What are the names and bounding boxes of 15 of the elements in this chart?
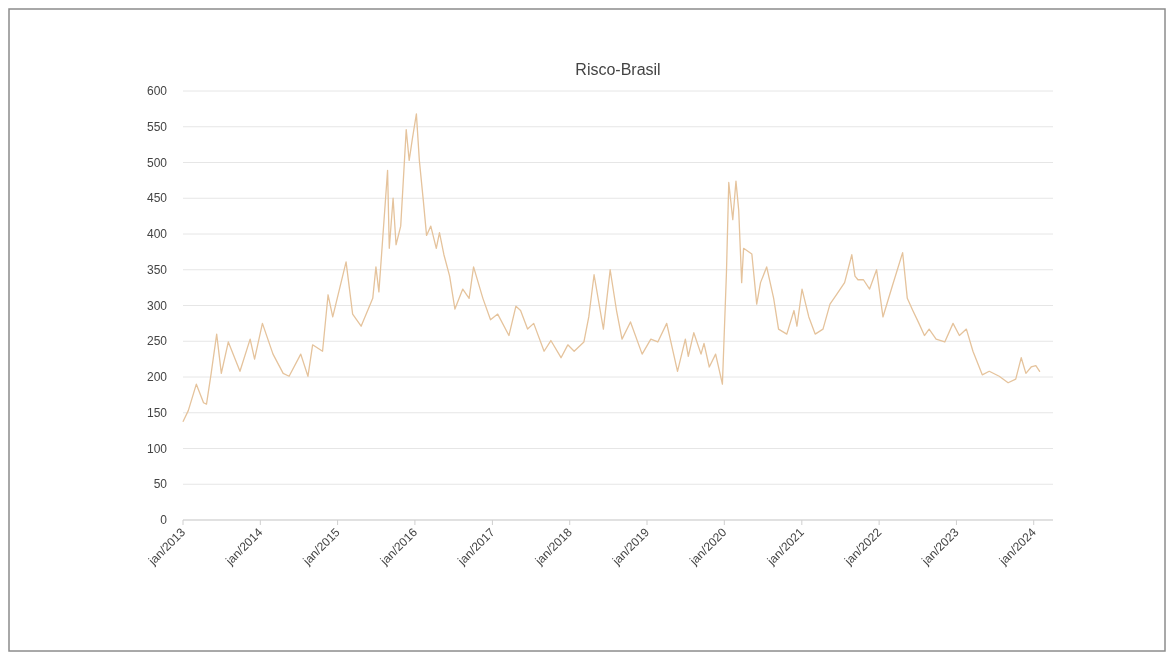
line-series [182,113,1041,422]
chart-title: Risco-Brasil [575,61,661,78]
y-tick-label: 500 [146,155,168,170]
y-tick-label: 100 [146,441,168,456]
y-tick-label: 300 [146,298,168,313]
y-tick-label: 150 [146,405,168,420]
y-tick-label: 450 [146,191,168,206]
y-tick-label: 50 [153,477,168,492]
y-tick-label: 0 [160,513,168,528]
y-tick-label: 600 [146,84,168,99]
y-tick-label: 350 [146,262,168,277]
y-tick-label: 200 [146,370,168,385]
y-tick-label: 250 [146,334,168,349]
y-tick-label: 400 [146,227,168,242]
y-tick-label: 550 [146,119,168,134]
